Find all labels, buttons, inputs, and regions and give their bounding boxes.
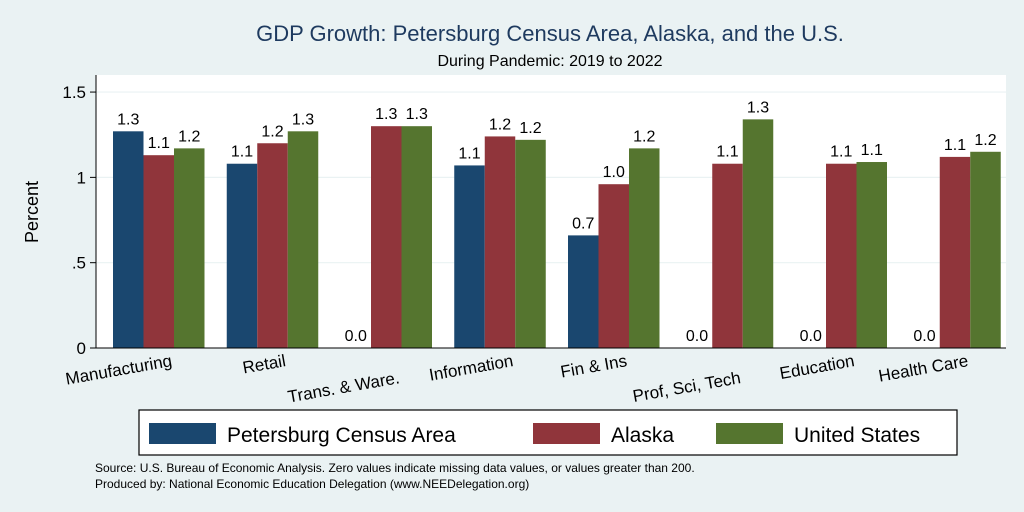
y-tick-label: 1 — [77, 168, 86, 187]
data-label: 1.3 — [292, 111, 314, 128]
bar-united-states-7 — [970, 151, 1001, 348]
data-label: 1.2 — [178, 128, 200, 145]
bar-alaska-1 — [257, 143, 288, 348]
bar-united-states-6 — [856, 162, 887, 348]
bar-petersburg-census-area-0 — [113, 131, 144, 348]
bar-petersburg-census-area-3 — [454, 165, 485, 348]
producer-note: Produced by: National Economic Education… — [95, 477, 529, 491]
data-label: 1.2 — [261, 123, 283, 140]
bar-petersburg-census-area-1 — [226, 163, 258, 348]
bar-alaska-0 — [143, 155, 174, 348]
data-label: 0.0 — [913, 328, 935, 345]
legend-label: Petersburg Census Area — [227, 424, 456, 447]
data-label: 0.0 — [345, 328, 367, 345]
data-label: 1.1 — [716, 144, 738, 161]
bar-united-states-2 — [401, 126, 432, 348]
data-label: 1.1 — [861, 142, 883, 159]
y-axis-label: Percent — [22, 181, 42, 243]
y-tick-label: 1.5 — [62, 83, 86, 102]
legend-label: United States — [794, 424, 920, 447]
data-label: 1.1 — [148, 135, 170, 152]
bar-united-states-0 — [174, 148, 205, 348]
data-label: 1.3 — [117, 111, 139, 128]
y-tick-label: .5 — [72, 254, 86, 273]
bar-united-states-3 — [515, 139, 546, 348]
data-label: 1.2 — [519, 120, 541, 137]
bar-united-states-1 — [287, 131, 319, 348]
legend-swatch — [716, 423, 783, 444]
bar-alaska-5 — [712, 163, 743, 348]
data-label: 0.0 — [800, 328, 822, 345]
bar-alaska-4 — [598, 184, 629, 348]
data-label: 1.0 — [603, 164, 625, 181]
data-label: 1.2 — [974, 132, 996, 149]
data-label: 1.3 — [747, 99, 769, 116]
bar-alaska-6 — [826, 163, 857, 348]
bar-united-states-4 — [629, 148, 660, 348]
source-note: Source: U.S. Bureau of Economic Analysis… — [95, 461, 695, 475]
data-label: 1.1 — [231, 144, 253, 161]
legend-label: Alaska — [611, 424, 674, 447]
data-label: 1.3 — [406, 106, 428, 123]
bar-united-states-5 — [742, 119, 774, 348]
data-label: 1.2 — [489, 116, 511, 133]
bar-petersburg-census-area-4 — [568, 235, 599, 348]
chart-subtitle: During Pandemic: 2019 to 2022 — [437, 53, 662, 70]
y-tick-label: 0 — [77, 339, 86, 358]
chart-title: GDP Growth: Petersburg Census Area, Alas… — [256, 21, 844, 46]
bar-alaska-7 — [939, 156, 971, 348]
data-label: 1.1 — [458, 145, 480, 162]
data-label: 0.7 — [572, 215, 594, 232]
legend-swatch — [533, 423, 600, 444]
data-label: 1.3 — [375, 106, 397, 123]
data-label: 0.0 — [686, 328, 708, 345]
legend-swatch — [149, 423, 216, 444]
data-label: 1.1 — [830, 144, 852, 161]
bar-alaska-2 — [371, 126, 402, 348]
bar-alaska-3 — [484, 136, 516, 348]
data-label: 1.2 — [633, 128, 655, 145]
data-label: 1.1 — [944, 137, 966, 154]
